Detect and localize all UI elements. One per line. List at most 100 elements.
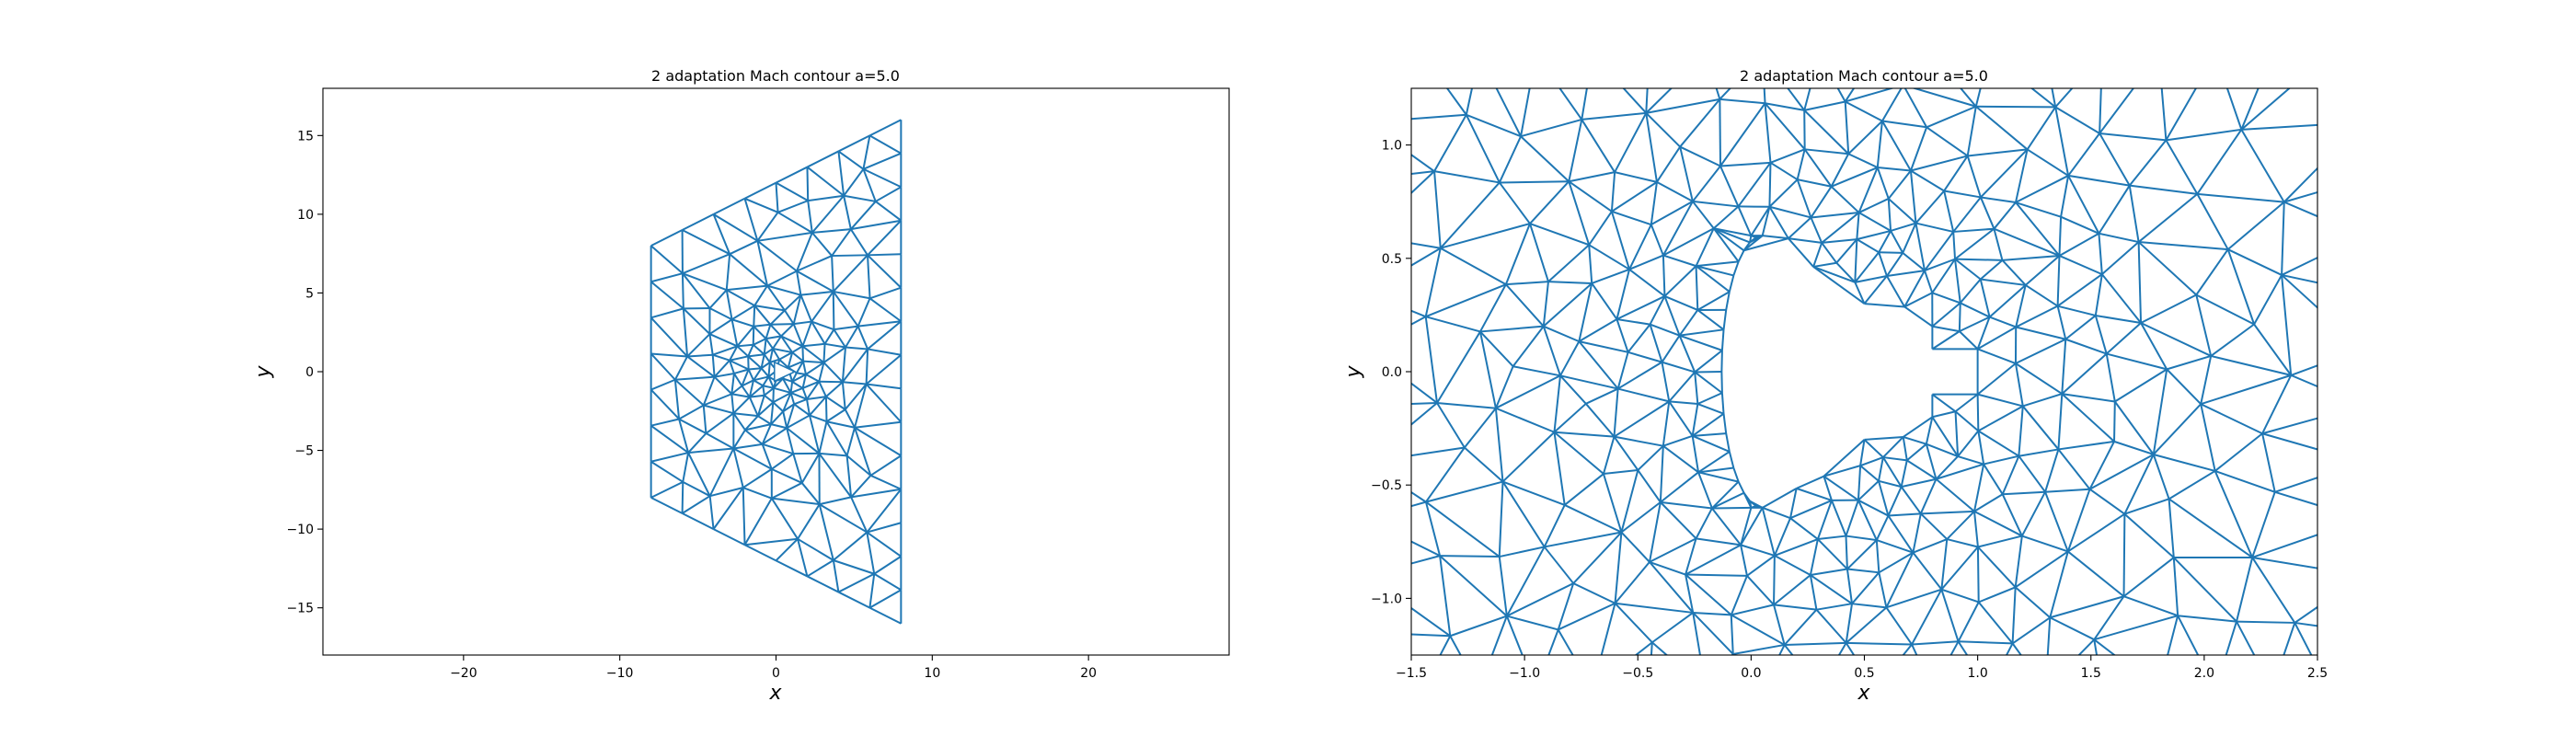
mesh-edge [1411, 540, 1441, 558]
mesh-edge [2153, 403, 2202, 455]
mesh-edge [1864, 435, 1903, 441]
mesh-edge [1973, 493, 2004, 512]
mesh-edge [1614, 561, 1650, 604]
mesh-edge [1568, 180, 1613, 213]
mesh-edge [862, 135, 871, 169]
mesh-edge [1863, 275, 1888, 305]
mesh-edge [754, 305, 786, 312]
mesh-edge [824, 397, 828, 422]
mesh-edge [650, 424, 689, 454]
mesh-edge [756, 395, 765, 417]
mesh-edge [2027, 148, 2069, 177]
mesh-edge [1846, 568, 1880, 574]
mesh-edge [1559, 374, 1618, 390]
mesh-edge [1711, 480, 1740, 510]
mesh-edge [650, 281, 684, 310]
mesh-edge [1692, 612, 1734, 655]
mesh-edge [2058, 216, 2063, 256]
mesh-edge [2283, 622, 2296, 655]
mesh-edge [1662, 255, 1666, 296]
mesh-edge [732, 412, 746, 431]
mesh-edge [867, 348, 902, 356]
mesh-edge [1713, 227, 1745, 252]
x-tick-label: 1.0 [1967, 666, 1987, 681]
mesh-edge [753, 367, 763, 381]
mesh-edge [1900, 486, 1922, 514]
mesh-edge [729, 253, 768, 287]
mesh-edge [1796, 149, 1806, 180]
mesh-edge [1730, 615, 1734, 655]
mesh-edge [2329, 54, 2363, 122]
mesh-edge [1858, 198, 1890, 213]
mesh-edge [1649, 560, 1686, 576]
mesh-edge [2067, 132, 2100, 177]
mesh-edge [801, 345, 825, 363]
mesh-edge [753, 344, 765, 355]
mesh-edge [868, 253, 902, 257]
mesh-edge [1769, 161, 1799, 181]
mesh-edge [1692, 432, 1727, 437]
mesh-edge [1958, 303, 1961, 332]
mesh-edge [2060, 215, 2099, 235]
mesh-edge [1411, 555, 1441, 565]
mesh-edge [2049, 616, 2095, 641]
mesh-edge [1542, 326, 1561, 376]
mesh-edge [1737, 249, 1745, 262]
right-ticks: −1.5 −1.0 −0.5 0.0 0.5 1.0 1.5 2.0 2.5 −1.0 −0.5 0.… [1371, 139, 2328, 681]
mesh-edge [819, 503, 868, 534]
mesh-edge [2240, 88, 2291, 131]
mesh-edge [2122, 557, 2175, 598]
mesh-edge [1886, 270, 1926, 278]
mesh-edge [2281, 274, 2317, 309]
mesh-edge [1449, 615, 1508, 638]
mesh-edge [802, 380, 820, 389]
mesh-edge [1847, 153, 1879, 168]
mesh-edge [772, 335, 782, 350]
mesh-edge [682, 308, 689, 357]
mesh-edge [2165, 139, 2199, 195]
mesh-edge [1821, 212, 1860, 244]
y-tick-label: 0.5 [1382, 252, 1402, 267]
mesh-edge [1940, 546, 1979, 591]
mesh-edge [726, 284, 768, 292]
mesh-edge [771, 497, 820, 506]
mesh-edge [2251, 556, 2317, 569]
mesh-edge [747, 369, 754, 381]
mesh-edge [1490, 615, 1508, 655]
x-tick-label: 10 [924, 666, 940, 681]
mesh-edge [868, 589, 902, 609]
mesh-edge [1614, 435, 1664, 447]
mesh-edge [1616, 295, 1665, 320]
mesh-edge [1692, 434, 1731, 453]
mesh-edge [650, 378, 676, 391]
mesh-edge [712, 213, 731, 255]
mesh-edge [1932, 325, 1961, 333]
mesh-edge [784, 293, 802, 312]
mesh-edge [1620, 501, 1662, 534]
mesh-edge [2261, 374, 2293, 434]
mesh-edge [1578, 340, 1619, 390]
mesh-edge [1988, 284, 2027, 318]
mesh-edge [742, 488, 746, 546]
mesh-edge [1859, 465, 1880, 482]
mesh-edge [763, 385, 775, 389]
mesh-edge [796, 232, 813, 271]
mesh-edge [712, 353, 730, 362]
mesh-edge [760, 367, 770, 378]
mesh-edge [1822, 238, 1857, 244]
mesh-edge [1778, 644, 1786, 655]
mesh-edge [1637, 444, 1664, 471]
mesh-edge [1614, 532, 1623, 604]
mesh-edge [1881, 120, 1927, 129]
mesh-edge [1620, 531, 1650, 563]
mesh-edge [753, 285, 768, 306]
mesh-edge [843, 195, 852, 230]
mesh-edge [1900, 460, 1908, 488]
mesh-edge [2253, 274, 2283, 325]
mesh-edge [1909, 126, 1928, 171]
mesh-edge [1650, 323, 1680, 337]
mesh-edge [1440, 555, 1500, 558]
mesh-edge [1817, 538, 1848, 570]
mesh-edge [1558, 88, 1583, 121]
mesh-edge [2251, 557, 2296, 624]
